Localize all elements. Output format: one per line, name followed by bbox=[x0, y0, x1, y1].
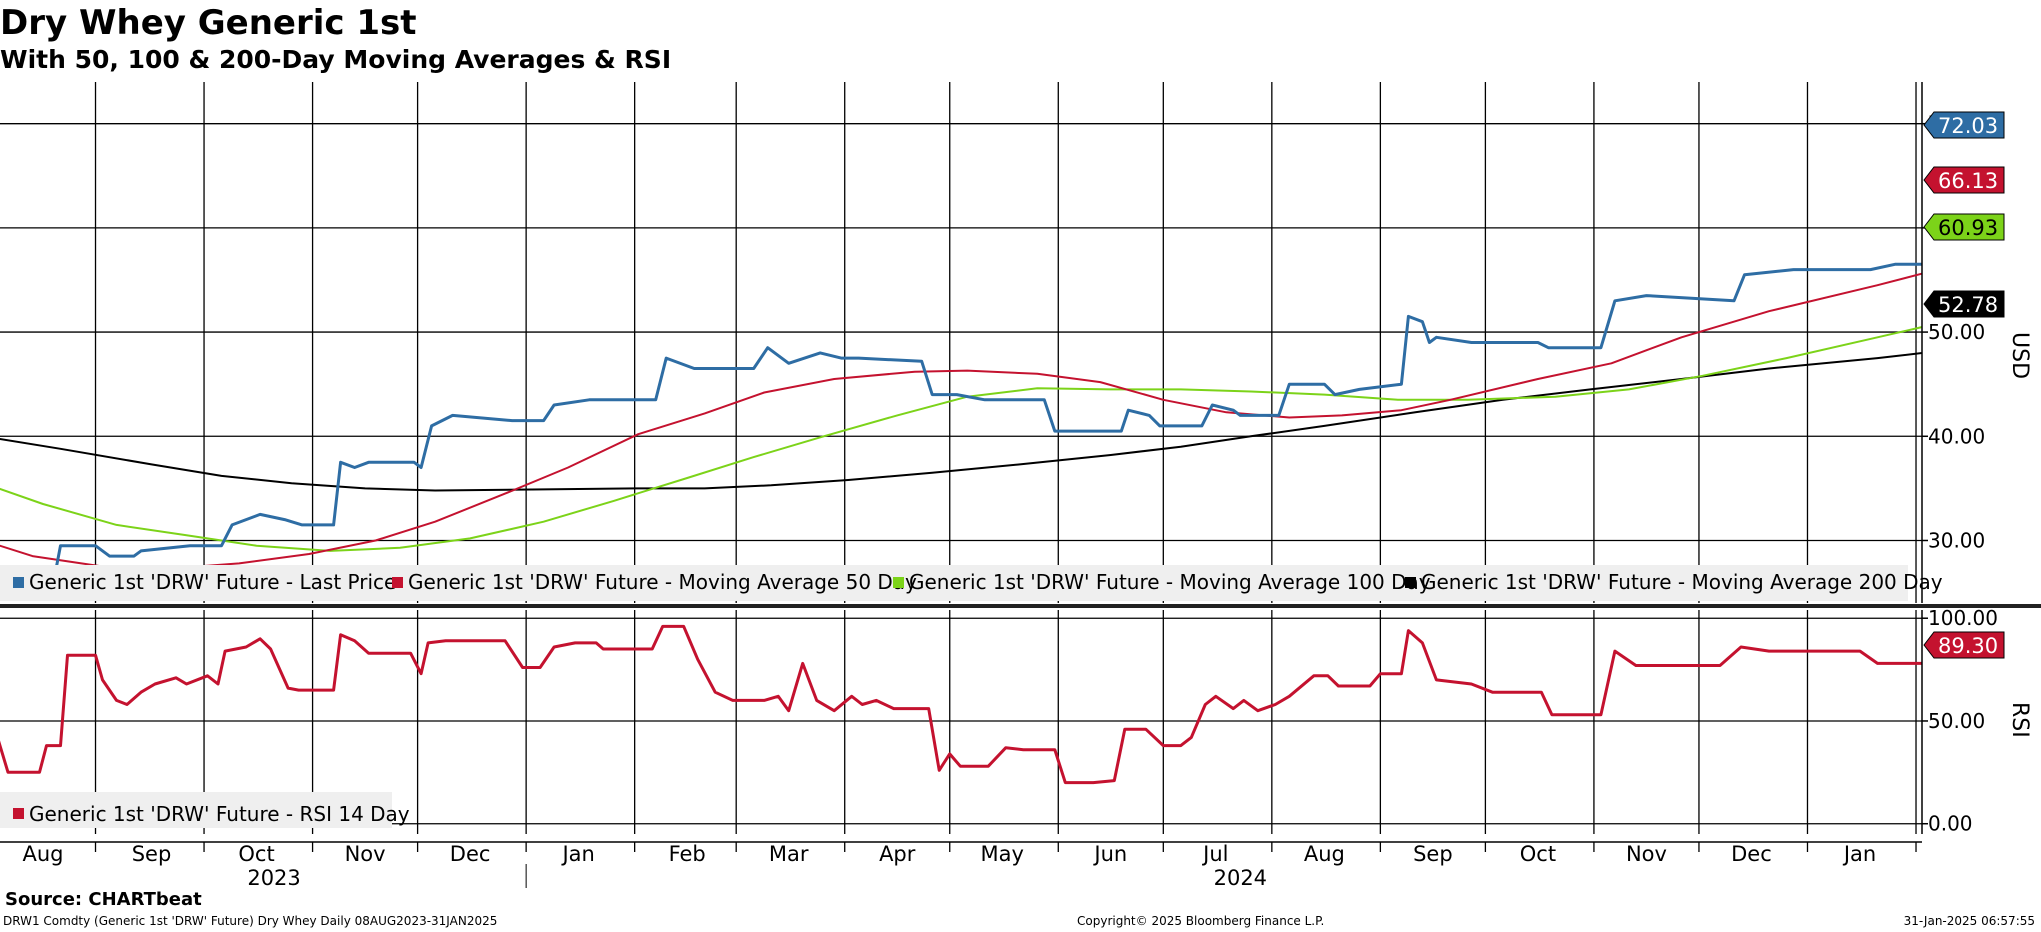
footer-ticker-info: DRW1 Comdty (Generic 1st 'DRW' Future) D… bbox=[3, 914, 498, 928]
x-tick-label: Jun bbox=[1092, 842, 1127, 866]
legend-swatch bbox=[13, 577, 24, 588]
ma200-tag-text: 52.78 bbox=[1938, 293, 1998, 317]
grid bbox=[0, 82, 1922, 834]
ma200-tag-box bbox=[1923, 290, 2005, 318]
year-label: 2023 bbox=[247, 866, 300, 890]
ma200-line bbox=[0, 352, 1922, 492]
footer-copyright: Copyright© 2025 Bloomberg Finance L.P. bbox=[1077, 914, 1325, 928]
source-note: Source: CHARTbeat bbox=[5, 889, 202, 910]
ma100-line bbox=[0, 326, 1922, 552]
price-y-tick-label: 50.00 bbox=[1928, 320, 1985, 344]
rsi-y-axis-label: RSI bbox=[2007, 702, 2032, 738]
price-y-tick-label: 40.00 bbox=[1928, 424, 1985, 448]
price-y-tick-label: 30.00 bbox=[1928, 528, 1985, 552]
rsi-tag-box bbox=[1923, 631, 2005, 659]
axes: 30.0040.0050.0060.0070.000.0050.00100.00… bbox=[0, 82, 2041, 890]
ma100-tag-text: 60.93 bbox=[1938, 216, 1998, 240]
legend-label: Generic 1st 'DRW' Future - Moving Averag… bbox=[1421, 570, 1943, 594]
x-tick-label: Oct bbox=[1520, 842, 1556, 866]
x-tick-label: Dec bbox=[1731, 842, 1772, 866]
rsi-y-tick-label: 0.00 bbox=[1928, 812, 1973, 836]
x-tick-label: Sep bbox=[1413, 842, 1453, 866]
x-tick-label: Aug bbox=[22, 842, 63, 866]
ma50-tag-text: 66.13 bbox=[1938, 169, 1998, 193]
x-tick-label: Aug bbox=[1304, 842, 1345, 866]
x-tick-label: Nov bbox=[1626, 842, 1667, 866]
x-tick-label: Nov bbox=[345, 842, 386, 866]
x-tick-label: Dec bbox=[450, 842, 491, 866]
legend: Generic 1st 'DRW' Future - Last Price Gen… bbox=[0, 565, 1943, 828]
x-tick-label: Mar bbox=[769, 842, 809, 866]
last-price-tag-box bbox=[1923, 111, 2005, 139]
x-tick-label: Jan bbox=[560, 842, 594, 866]
last-price-tag-text: 72.03 bbox=[1938, 114, 1998, 138]
x-tick-label: Apr bbox=[879, 842, 916, 866]
ma50-tag-box bbox=[1923, 166, 2005, 194]
rsi-tag-text: 89.30 bbox=[1938, 634, 1998, 658]
chart-title: Dry Whey Generic 1st bbox=[0, 3, 417, 43]
legend-swatch bbox=[893, 577, 904, 588]
x-tick-label: Feb bbox=[669, 842, 706, 866]
series-layer bbox=[0, 262, 1922, 785]
rsi-line bbox=[0, 624, 1922, 785]
legend-label: Generic 1st 'DRW' Future - RSI 14 Day bbox=[29, 802, 410, 826]
rsi-legend-box bbox=[0, 792, 392, 828]
legend-label: Generic 1st 'DRW' Future - Moving Averag… bbox=[408, 570, 917, 594]
x-tick-label: Jul bbox=[1201, 842, 1228, 866]
ma50-line bbox=[0, 272, 1922, 570]
x-tick-label: Oct bbox=[238, 842, 274, 866]
x-tick-label: Jan bbox=[1842, 842, 1876, 866]
x-tick-label: Sep bbox=[132, 842, 172, 866]
legend-swatch bbox=[392, 577, 403, 588]
price-legend-box bbox=[0, 565, 1908, 601]
footer-timestamp: 31-Jan-2025 06:57:55 bbox=[1903, 914, 2035, 928]
year-label: 2024 bbox=[1214, 866, 1267, 890]
chart-subtitle: With 50, 100 & 200-Day Moving Averages &… bbox=[0, 45, 672, 74]
last-price-line bbox=[0, 262, 1922, 584]
price-y-axis-label: USD bbox=[2007, 332, 2032, 379]
x-tick-label: May bbox=[981, 842, 1024, 866]
ma100-tag-box bbox=[1923, 213, 2005, 241]
legend-swatch bbox=[1405, 577, 1416, 588]
legend-swatch bbox=[13, 808, 24, 819]
rsi-y-tick-label: 100.00 bbox=[1928, 606, 1998, 630]
legend-label: Generic 1st 'DRW' Future - Moving Averag… bbox=[909, 570, 1431, 594]
value-tags: 72.03 66.13 60.93 52.78 89.30 bbox=[1923, 111, 2005, 659]
legend-label: Generic 1st 'DRW' Future - Last Price bbox=[29, 570, 396, 594]
rsi-y-tick-label: 50.00 bbox=[1928, 709, 1985, 733]
